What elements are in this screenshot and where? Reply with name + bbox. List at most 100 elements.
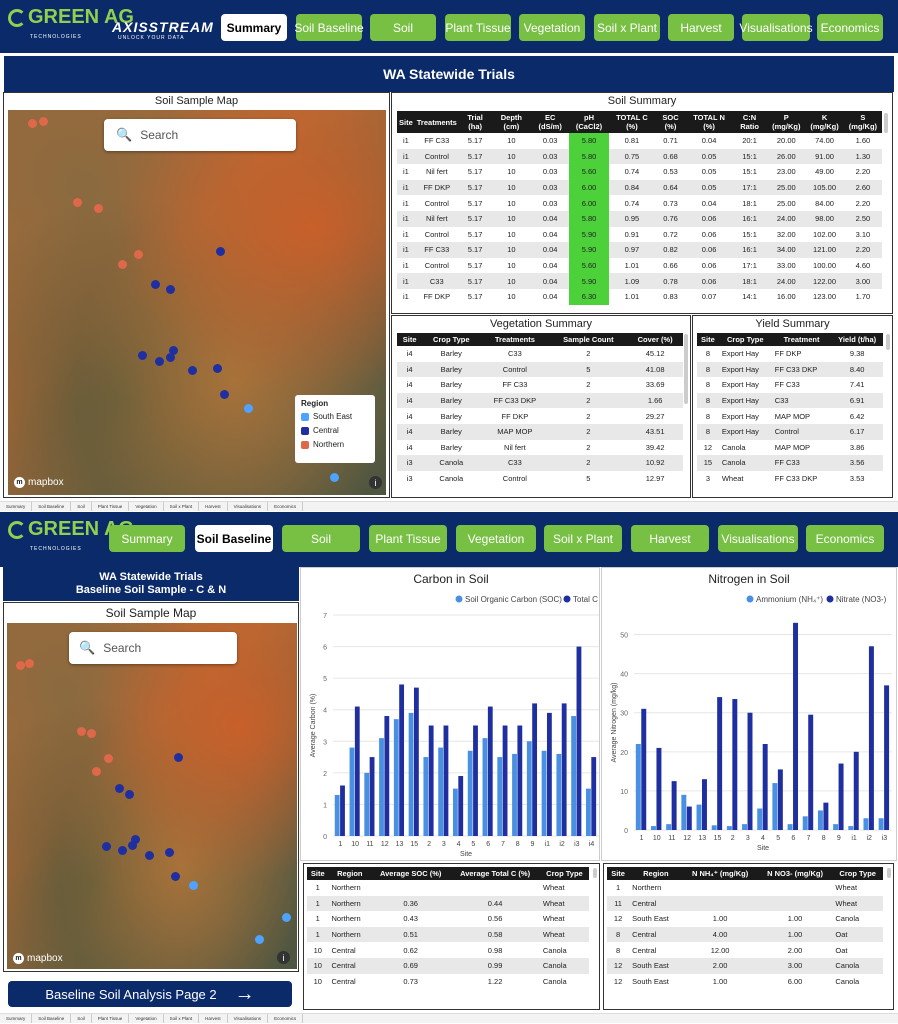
- map-marker[interactable]: [188, 366, 197, 375]
- table-row[interactable]: 10 Central 0.73 1.22 Canola: [307, 974, 589, 990]
- search-input[interactable]: 🔍 Search: [69, 632, 237, 664]
- map-marker[interactable]: [216, 247, 225, 256]
- page-tab[interactable]: Soil Baseline: [32, 1014, 72, 1023]
- scrollbar[interactable]: [884, 113, 888, 133]
- table-row[interactable]: i1 Nil fert 5.17 10 0.03 5.60 0.74 0.53 0.05 15:1…: [397, 164, 882, 180]
- table-row[interactable]: 8 Export Hay C33 6.91: [697, 392, 883, 409]
- table-row[interactable]: 8 Central 12.00 2.00 Oat: [607, 942, 883, 958]
- map-marker[interactable]: [115, 784, 124, 793]
- table-row[interactable]: 12 South East 1.00 1.00 Canola: [607, 911, 883, 927]
- n-header[interactable]: Crop Type: [832, 867, 883, 880]
- table-row[interactable]: 12 South East 1.00 6.00 Canola: [607, 974, 883, 990]
- soil-summary-header[interactable]: K (mg/Kg): [805, 111, 844, 133]
- map-marker[interactable]: [165, 848, 174, 857]
- table-row[interactable]: i4 Barley FF C33 2 33.69: [397, 377, 683, 393]
- table-row[interactable]: i1 FF DKP 5.17 10 0.03 6.00 0.84 0.64 0.05 17:1 25…: [397, 179, 882, 196]
- scrollbar[interactable]: [887, 868, 891, 878]
- soil-summary-header[interactable]: EC (dS/m): [531, 111, 569, 133]
- map-marker[interactable]: [87, 729, 96, 738]
- soil-summary-header[interactable]: P (mg/Kg): [767, 111, 806, 133]
- page-tab[interactable]: Summary: [0, 502, 33, 511]
- soc-header[interactable]: Average SOC (%): [371, 867, 451, 880]
- table-row[interactable]: i3 Canola C33 2 10.92: [397, 455, 683, 471]
- map-marker[interactable]: [145, 851, 154, 860]
- veg-header[interactable]: Site: [397, 333, 423, 346]
- map-marker[interactable]: [92, 767, 101, 776]
- table-row[interactable]: 10 Central 0.69 0.99 Canola: [307, 957, 589, 974]
- soil-summary-header[interactable]: TOTAL C (%): [609, 111, 655, 133]
- soc-header[interactable]: Site: [307, 867, 329, 880]
- soc-header[interactable]: Average Total C (%): [450, 867, 540, 880]
- map-marker[interactable]: [138, 351, 147, 360]
- scrollbar[interactable]: [886, 334, 890, 350]
- tab-vegetation[interactable]: Vegetation: [456, 525, 536, 552]
- table-row[interactable]: 10 Central 0.62 0.98 Canola: [307, 942, 589, 958]
- soil-summary-header[interactable]: TOTAL N (%): [686, 111, 732, 133]
- map-marker[interactable]: [244, 404, 253, 413]
- table-row[interactable]: 12 Canola MAP MOP 3.86: [697, 440, 883, 456]
- table-row[interactable]: 8 Export Hay FF DKP 9.38: [697, 346, 883, 362]
- tab-vegetation[interactable]: Vegetation: [519, 14, 585, 41]
- soil-summary-header[interactable]: Treatments: [414, 111, 459, 133]
- n-header[interactable]: N NO3- (mg/Kg): [757, 867, 833, 880]
- map-marker[interactable]: [171, 872, 180, 881]
- table-row[interactable]: i1 FF DKP 5.17 10 0.04 6.30 1.01 0.83 0.07 14:1 16…: [397, 288, 882, 305]
- table-row[interactable]: 1 Northern Wheat: [607, 880, 883, 896]
- veg-header[interactable]: Crop Type: [422, 333, 481, 346]
- table-row[interactable]: 8 Export Hay FF C33 DKP 8.40: [697, 361, 883, 378]
- tab-visualisations[interactable]: Visualisations: [739, 14, 813, 41]
- table-row[interactable]: i1 Control 5.17 10 0.03 6.00 0.74 0.73 0.04 18:1 2…: [397, 195, 882, 211]
- n-header[interactable]: N NH₄⁺ (mg/Kg): [682, 867, 758, 880]
- map-marker[interactable]: [131, 835, 140, 844]
- map-marker[interactable]: [151, 280, 160, 289]
- veg-header[interactable]: Cover (%): [627, 333, 683, 346]
- table-row[interactable]: i4 Barley Control 5 41.08: [397, 361, 683, 378]
- tab-summary[interactable]: Summary: [109, 525, 185, 552]
- table-row[interactable]: i4 Barley C33 2 45.12: [397, 346, 683, 362]
- yield-header[interactable]: Yield (t/ha): [831, 333, 883, 346]
- map-marker[interactable]: [16, 661, 25, 670]
- tab-economics[interactable]: Economics: [806, 525, 884, 552]
- yield-header[interactable]: Crop Type: [718, 333, 772, 346]
- tab-plant-tissue[interactable]: Plant Tissue: [369, 525, 447, 552]
- tab-soil-x-plant[interactable]: Soil x Plant: [544, 525, 622, 552]
- table-row[interactable]: 1 Northern 0.36 0.44 Wheat: [307, 895, 589, 912]
- map-marker[interactable]: [94, 204, 103, 213]
- yield-header[interactable]: Treatment: [771, 333, 832, 346]
- tab-soil-baseline[interactable]: Soil Baseline: [195, 525, 273, 552]
- page-tab[interactable]: Summary: [0, 1014, 33, 1023]
- page-tab[interactable]: Harvest: [199, 1014, 228, 1023]
- map-marker[interactable]: [39, 117, 48, 126]
- map-marker[interactable]: [213, 364, 222, 373]
- map-marker[interactable]: [330, 473, 339, 482]
- page-tab[interactable]: Vegetation: [129, 502, 164, 511]
- table-row[interactable]: 1 Northern 0.43 0.56 Wheat: [307, 911, 589, 927]
- search-input[interactable]: 🔍 Search: [104, 119, 296, 151]
- page-tab[interactable]: Visualisations: [228, 502, 269, 511]
- legend-item-central[interactable]: Central: [301, 426, 369, 435]
- map-marker[interactable]: [166, 353, 175, 362]
- n-header[interactable]: Region: [629, 867, 683, 880]
- map-marker[interactable]: [128, 841, 137, 850]
- map-marker[interactable]: [220, 390, 229, 399]
- tab-summary[interactable]: Summary: [221, 14, 287, 41]
- page-tab[interactable]: Vegetation: [129, 1014, 164, 1023]
- page-tab[interactable]: Soil Baseline: [32, 502, 72, 511]
- page-tab[interactable]: Soil x Plant: [164, 1014, 200, 1023]
- table-row[interactable]: 8 Export Hay Control 6.17: [697, 423, 883, 440]
- page-tab[interactable]: Economics: [268, 1014, 304, 1023]
- soil-summary-header[interactable]: pH (CaCl2): [568, 111, 610, 133]
- page-tab[interactable]: Plant Tissue: [92, 1014, 130, 1023]
- yield-header[interactable]: Site: [697, 333, 719, 346]
- tab-soil-x-plant[interactable]: Soil x Plant: [594, 14, 660, 41]
- table-row[interactable]: i1 Control 5.17 10 0.04 5.60 1.01 0.66 0.06 17:1 3…: [397, 257, 882, 274]
- soil-summary-header[interactable]: Depth (cm): [491, 111, 532, 133]
- page-tab[interactable]: Soil: [71, 1014, 92, 1023]
- scrollbar[interactable]: [684, 334, 688, 404]
- veg-header[interactable]: Treatments: [480, 333, 550, 346]
- soc-header[interactable]: Crop Type: [539, 867, 589, 880]
- map-marker[interactable]: [28, 119, 37, 128]
- map-marker[interactable]: [104, 754, 113, 763]
- table-row[interactable]: 8 Central 4.00 1.00 Oat: [607, 926, 883, 943]
- tab-economics[interactable]: Economics: [817, 14, 883, 41]
